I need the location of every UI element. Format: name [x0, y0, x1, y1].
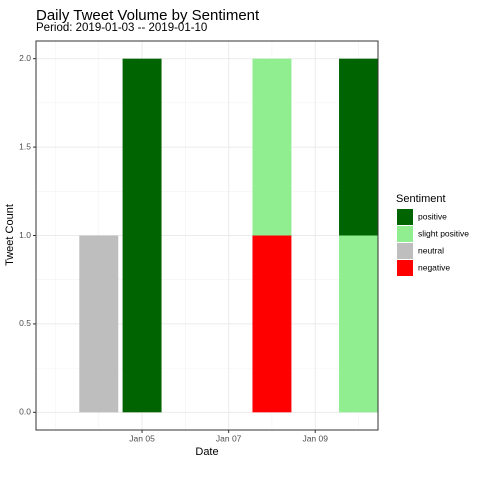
legend-label: slight positive: [418, 228, 469, 238]
x-tick-label: Jan 07: [216, 433, 242, 443]
chart-title: Daily Tweet Volume by Sentiment: [36, 7, 260, 24]
legend-title: Sentiment: [396, 193, 446, 205]
chart-subtitle: Period: 2019-01-03 -- 2019-01-10: [36, 22, 207, 34]
y-tick-label: 0.5: [19, 318, 31, 328]
bars: [79, 58, 378, 413]
y-tick-label: 1.5: [19, 141, 31, 151]
legend-key-positive: [397, 209, 413, 225]
legend-key-negative: [397, 260, 413, 276]
bar-segment-neutral: [79, 235, 119, 413]
legend: Sentiment positive slight positive neutral…: [396, 193, 469, 276]
bar-segment-slight-positive: [252, 58, 292, 236]
x-tick-label: Jan 09: [302, 433, 328, 443]
legend-items: positive slight positive neutral negative: [397, 209, 469, 276]
bar-segment-slight-positive: [339, 235, 378, 413]
x-tick-label: Jan 05: [129, 433, 155, 443]
legend-label: neutral: [418, 245, 444, 255]
bar-segment-positive: [339, 58, 378, 236]
legend-key-slight-positive: [397, 226, 413, 242]
bar-segment-negative: [252, 235, 292, 413]
x-axis-title: Date: [195, 446, 218, 458]
y-tick-label: 2.0: [19, 53, 31, 63]
y-axis-title: Tweet Count: [4, 204, 16, 266]
plot-area: [35, 40, 379, 431]
y-tick-label: 1.0: [19, 230, 31, 240]
legend-label: negative: [418, 262, 450, 272]
x-axis: Jan 05 Jan 07 Jan 09: [129, 430, 328, 443]
legend-key-neutral: [397, 243, 413, 259]
y-tick-label: 0.0: [19, 407, 31, 417]
legend-label: positive: [418, 211, 447, 221]
y-axis: 0.0 0.5 1.0 1.5 2.0: [19, 53, 36, 417]
bar-segment-positive: [122, 58, 162, 413]
